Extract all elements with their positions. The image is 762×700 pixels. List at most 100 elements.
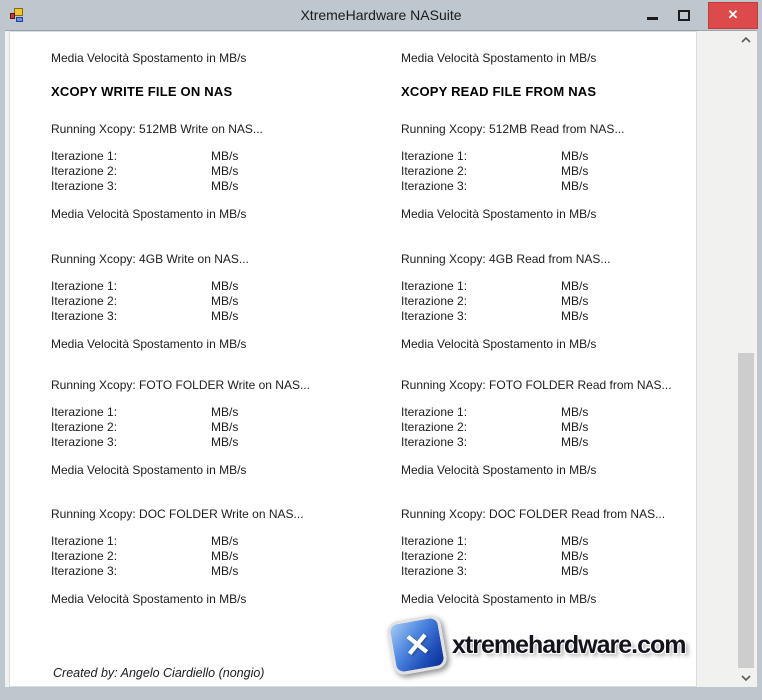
- iteration-row: Iterazione 3: MB/s: [51, 435, 381, 450]
- iteration-label: Iterazione 2:: [51, 420, 118, 434]
- iteration-label: Iterazione 3:: [401, 564, 468, 578]
- iteration-label: Iterazione 2:: [401, 549, 468, 563]
- media-speed-label: Media Velocità Spostamento in MB/s: [401, 51, 597, 65]
- write-column: Media Velocità Spostamento in MB/s XCOPY…: [51, 32, 381, 686]
- iteration-label: Iterazione 1:: [51, 149, 118, 163]
- running-status: Running Xcopy: DOC FOLDER Write on NAS..…: [51, 507, 304, 521]
- iteration-value: MB/s: [561, 294, 589, 308]
- iteration-value: MB/s: [211, 179, 239, 193]
- read-column: Media Velocità Spostamento in MB/s XCOPY…: [401, 32, 731, 686]
- titlebar: XtremeHardware NASuite ✕: [0, 0, 762, 30]
- iteration-label: Iterazione 3:: [51, 564, 118, 578]
- window-title: XtremeHardware NASuite: [300, 7, 462, 23]
- read-section-foto-folder: Running Xcopy: FOTO FOLDER Read from NAS…: [401, 378, 731, 477]
- scroll-down-button[interactable]: [736, 669, 756, 687]
- app-icon-yellow-square: [14, 8, 23, 16]
- scroll-up-button[interactable]: [736, 31, 756, 49]
- iteration-value: MB/s: [211, 149, 239, 163]
- iteration-value: MB/s: [561, 564, 589, 578]
- iteration-row: Iterazione 1: MB/s: [401, 149, 731, 164]
- xtremehardware-logo-text: xtremehardware.com: [452, 631, 687, 659]
- write-section-4gb: Running Xcopy: 4GB Write on NAS... Itera…: [51, 252, 381, 351]
- iteration-row: Iterazione 1: MB/s: [401, 279, 731, 294]
- iteration-value: MB/s: [211, 549, 239, 563]
- iteration-row: Iterazione 2: MB/s: [401, 164, 731, 179]
- media-speed-label: Media Velocità Spostamento in MB/s: [401, 463, 597, 477]
- iteration-row: Iterazione 3: MB/s: [401, 564, 731, 579]
- media-speed-label: Media Velocità Spostamento in MB/s: [51, 592, 247, 606]
- iteration-label: Iterazione 1:: [401, 279, 468, 293]
- iteration-label: Iterazione 2:: [401, 294, 468, 308]
- iteration-row: Iterazione 1: MB/s: [51, 279, 381, 294]
- iteration-value: MB/s: [211, 164, 239, 178]
- client-area: Media Velocità Spostamento in MB/s XCOPY…: [5, 30, 757, 687]
- running-status: Running Xcopy: FOTO FOLDER Read from NAS…: [401, 378, 672, 392]
- iteration-value: MB/s: [561, 405, 589, 419]
- iteration-row: Iterazione 3: MB/s: [51, 179, 381, 194]
- write-section-foto-folder: Running Xcopy: FOTO FOLDER Write on NAS.…: [51, 378, 381, 477]
- iteration-row: Iterazione 3: MB/s: [51, 309, 381, 324]
- running-status: Running Xcopy: 4GB Read from NAS...: [401, 252, 611, 266]
- maximize-button[interactable]: [668, 0, 700, 30]
- iteration-value: MB/s: [211, 279, 239, 293]
- app-icon-blue-square: [16, 17, 23, 22]
- read-section-4gb: Running Xcopy: 4GB Read from NAS... Iter…: [401, 252, 731, 351]
- iteration-row: Iterazione 1: MB/s: [51, 405, 381, 420]
- maximize-icon: [678, 9, 690, 21]
- chevron-up-icon: [741, 37, 751, 43]
- iteration-value: MB/s: [561, 435, 589, 449]
- iteration-row: Iterazione 1: MB/s: [401, 534, 731, 549]
- read-column-header: XCOPY READ FILE FROM NAS: [401, 84, 597, 99]
- media-speed-label: Media Velocità Spostamento in MB/s: [51, 337, 247, 351]
- running-status: Running Xcopy: FOTO FOLDER Write on NAS.…: [51, 378, 310, 392]
- iteration-label: Iterazione 3:: [401, 435, 468, 449]
- running-status: Running Xcopy: 4GB Write on NAS...: [51, 252, 249, 266]
- iteration-value: MB/s: [561, 279, 589, 293]
- iteration-row: Iterazione 3: MB/s: [401, 309, 731, 324]
- iteration-value: MB/s: [561, 164, 589, 178]
- iteration-label: Iterazione 3:: [51, 435, 118, 449]
- iteration-value: MB/s: [211, 534, 239, 548]
- iteration-label: Iterazione 2:: [401, 164, 468, 178]
- minimize-button[interactable]: [636, 0, 668, 30]
- iteration-label: Iterazione 2:: [401, 420, 468, 434]
- scrollbar-thumb[interactable]: [738, 353, 754, 668]
- iteration-value: MB/s: [211, 435, 239, 449]
- chevron-down-icon: [741, 675, 751, 681]
- iteration-value: MB/s: [561, 549, 589, 563]
- minimize-icon: [646, 17, 658, 20]
- iteration-value: MB/s: [211, 294, 239, 308]
- iteration-row: Iterazione 2: MB/s: [51, 164, 381, 179]
- media-speed-label: Media Velocità Spostamento in MB/s: [401, 337, 597, 351]
- iteration-row: Iterazione 2: MB/s: [51, 294, 381, 309]
- results-panel: Media Velocità Spostamento in MB/s XCOPY…: [9, 31, 697, 687]
- iteration-row: Iterazione 1: MB/s: [51, 534, 381, 549]
- iteration-row: Iterazione 2: MB/s: [51, 420, 381, 435]
- xtremehardware-logo: ✕ xtremehardware.com: [385, 613, 687, 677]
- close-button[interactable]: ✕: [708, 1, 758, 29]
- iteration-label: Iterazione 1:: [401, 405, 468, 419]
- iteration-value: MB/s: [561, 309, 589, 323]
- media-speed-label: Media Velocità Spostamento in MB/s: [51, 207, 247, 221]
- app-icon-red-square: [10, 13, 15, 19]
- iteration-row: Iterazione 3: MB/s: [401, 179, 731, 194]
- iteration-label: Iterazione 3:: [51, 309, 118, 323]
- iteration-label: Iterazione 1:: [51, 534, 118, 548]
- iteration-value: MB/s: [561, 534, 589, 548]
- iteration-label: Iterazione 1:: [51, 279, 118, 293]
- iteration-label: Iterazione 3:: [401, 179, 468, 193]
- iteration-label: Iterazione 2:: [51, 294, 118, 308]
- iteration-row: Iterazione 3: MB/s: [51, 564, 381, 579]
- media-speed-label: Media Velocità Spostamento in MB/s: [401, 207, 597, 221]
- iteration-value: MB/s: [561, 179, 589, 193]
- iteration-value: MB/s: [561, 149, 589, 163]
- iteration-label: Iterazione 1:: [401, 149, 468, 163]
- running-status: Running Xcopy: 512MB Write on NAS...: [51, 122, 263, 136]
- iteration-row: Iterazione 2: MB/s: [401, 549, 731, 564]
- running-status: Running Xcopy: 512MB Read from NAS...: [401, 122, 625, 136]
- iteration-value: MB/s: [211, 405, 239, 419]
- vertical-scrollbar[interactable]: [736, 31, 756, 687]
- read-section-512mb: Running Xcopy: 512MB Read from NAS... It…: [401, 122, 731, 221]
- write-column-header: XCOPY WRITE FILE ON NAS: [51, 84, 233, 99]
